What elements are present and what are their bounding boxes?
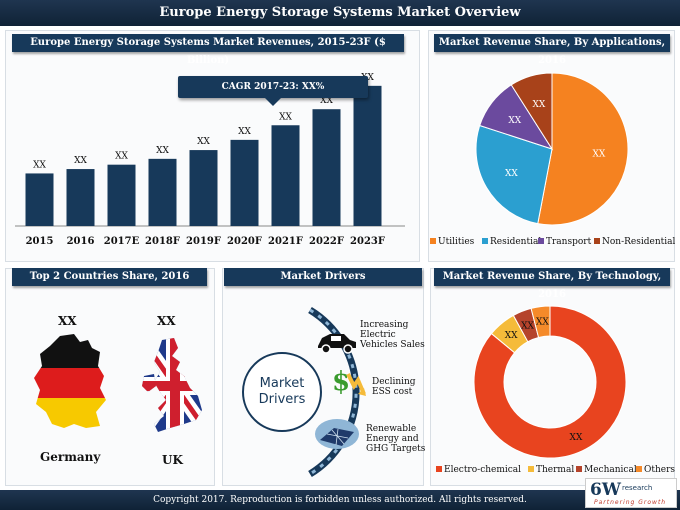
slice-non-residential (510, 72, 553, 151)
bar-2016 (66, 169, 95, 226)
slice-value-label: XX (536, 317, 549, 327)
bar-tick-label: 2019F (186, 236, 221, 247)
cagr-callout: CAGR 2017-23: XX% (178, 76, 368, 98)
bar-value-label: XX (238, 127, 251, 137)
bar-2015 (25, 173, 54, 226)
germany-map-icon (34, 334, 106, 428)
legend-swatch (482, 238, 488, 244)
slice-value-label: XX (532, 100, 545, 110)
germany-value: XX (58, 314, 77, 328)
legend-label: Electro-chemical (444, 465, 521, 475)
uk-label: UK (162, 453, 183, 467)
car-icon (318, 334, 356, 354)
market-drivers-line1: Market (259, 376, 305, 391)
bar-tick-label: 2017E (104, 236, 140, 247)
bar-value-label: XX (33, 160, 46, 170)
legend-swatch (636, 466, 642, 472)
legend-swatch (436, 466, 442, 472)
bar-tick-label: 2016 (67, 236, 95, 247)
market-drivers-line2: Drivers (258, 392, 306, 407)
technology-header: Market Revenue Share, By Technology, 201… (434, 268, 670, 300)
applications-pie-chart: XX XX XX XX Utilities Residential Transport Non… (430, 72, 675, 247)
logo-tagline: Partnering Growth (594, 499, 667, 506)
bar-value-label: XX (197, 137, 210, 147)
bar-2022F (312, 109, 341, 226)
bar-2019F (189, 150, 218, 226)
slice-value-label: XX (505, 169, 518, 179)
bar-value-label: XX (279, 112, 292, 122)
bar-value-label: XX (156, 146, 169, 156)
countries-header: Top 2 Countries Share, 2016 (12, 268, 207, 286)
legend-swatch (430, 238, 436, 244)
legend-label: Non-Residential (602, 237, 675, 247)
bar-tick-label: 2021F (268, 236, 303, 247)
revenues-header: Europe Energy Storage Systems Market Rev… (12, 34, 404, 66)
slice-value-label: XX (570, 433, 583, 443)
slice-residential (475, 124, 553, 225)
bar-value-label: XX (320, 96, 333, 106)
bar-2018F (148, 158, 177, 226)
germany-label: Germany (40, 450, 101, 464)
bar-value-label: XX (115, 152, 128, 162)
bar-tick-label: 2023F (350, 236, 385, 247)
bar-2020F (230, 139, 259, 226)
drivers-header: Market Drivers (224, 268, 422, 286)
bar-value-label: XX (74, 156, 87, 166)
legend-label: Transport (546, 237, 592, 247)
legend-label: Others (644, 465, 675, 475)
legend-label: Utilities (438, 237, 475, 247)
slice-utilities (537, 72, 629, 226)
bar-tick-label: 2018F (145, 236, 180, 247)
driver-ev-text: Increasing Electric Vehicles Sales (360, 320, 425, 350)
slice-electro-chemical (473, 305, 627, 459)
company-logo: 6W research Partnering Growth (585, 478, 677, 508)
slice-value-label: XX (505, 331, 518, 341)
legend-label: Mechanical (584, 465, 637, 475)
legend-swatch (538, 238, 544, 244)
dollar-down-icon: $ (332, 367, 366, 397)
applications-header: Market Revenue Share, By Applications, 2… (434, 34, 670, 66)
bar-tick-label: 2022F (309, 236, 344, 247)
svg-text:$: $ (332, 367, 350, 397)
bar-2017E (107, 164, 136, 226)
logo-main: 6W (590, 480, 621, 500)
legend-label: Thermal (536, 465, 574, 475)
market-drivers-circle: Market Drivers (242, 352, 322, 432)
page-title: Europe Energy Storage Systems Market Ove… (0, 0, 680, 26)
solar-panel-icon (315, 419, 359, 449)
bar-2023F (353, 85, 382, 226)
bar-2021F (271, 125, 300, 226)
driver-renewable-text: Renewable Energy and GHG Targets (366, 424, 426, 454)
cagr-arrow (265, 98, 281, 106)
bar-tick-label: 2020F (227, 236, 262, 247)
logo-sub: research (622, 484, 653, 492)
slice-value-label: XX (508, 116, 521, 126)
uk-value: XX (157, 314, 176, 328)
legend-swatch (594, 238, 600, 244)
legend-swatch (528, 466, 534, 472)
drivers-arc (308, 307, 360, 477)
slice-others (530, 305, 551, 339)
legend-swatch (576, 466, 582, 472)
driver-cost-text: Declining ESS cost (372, 377, 416, 397)
slice-value-label: XX (592, 149, 605, 159)
bar-tick-label: 2015 (26, 236, 54, 247)
copyright-footer: Copyright 2017. Reproduction is forbidde… (0, 490, 680, 510)
slice-value-label: XX (521, 321, 534, 331)
uk-map-icon (142, 338, 202, 432)
legend-label: Residential (490, 237, 541, 247)
